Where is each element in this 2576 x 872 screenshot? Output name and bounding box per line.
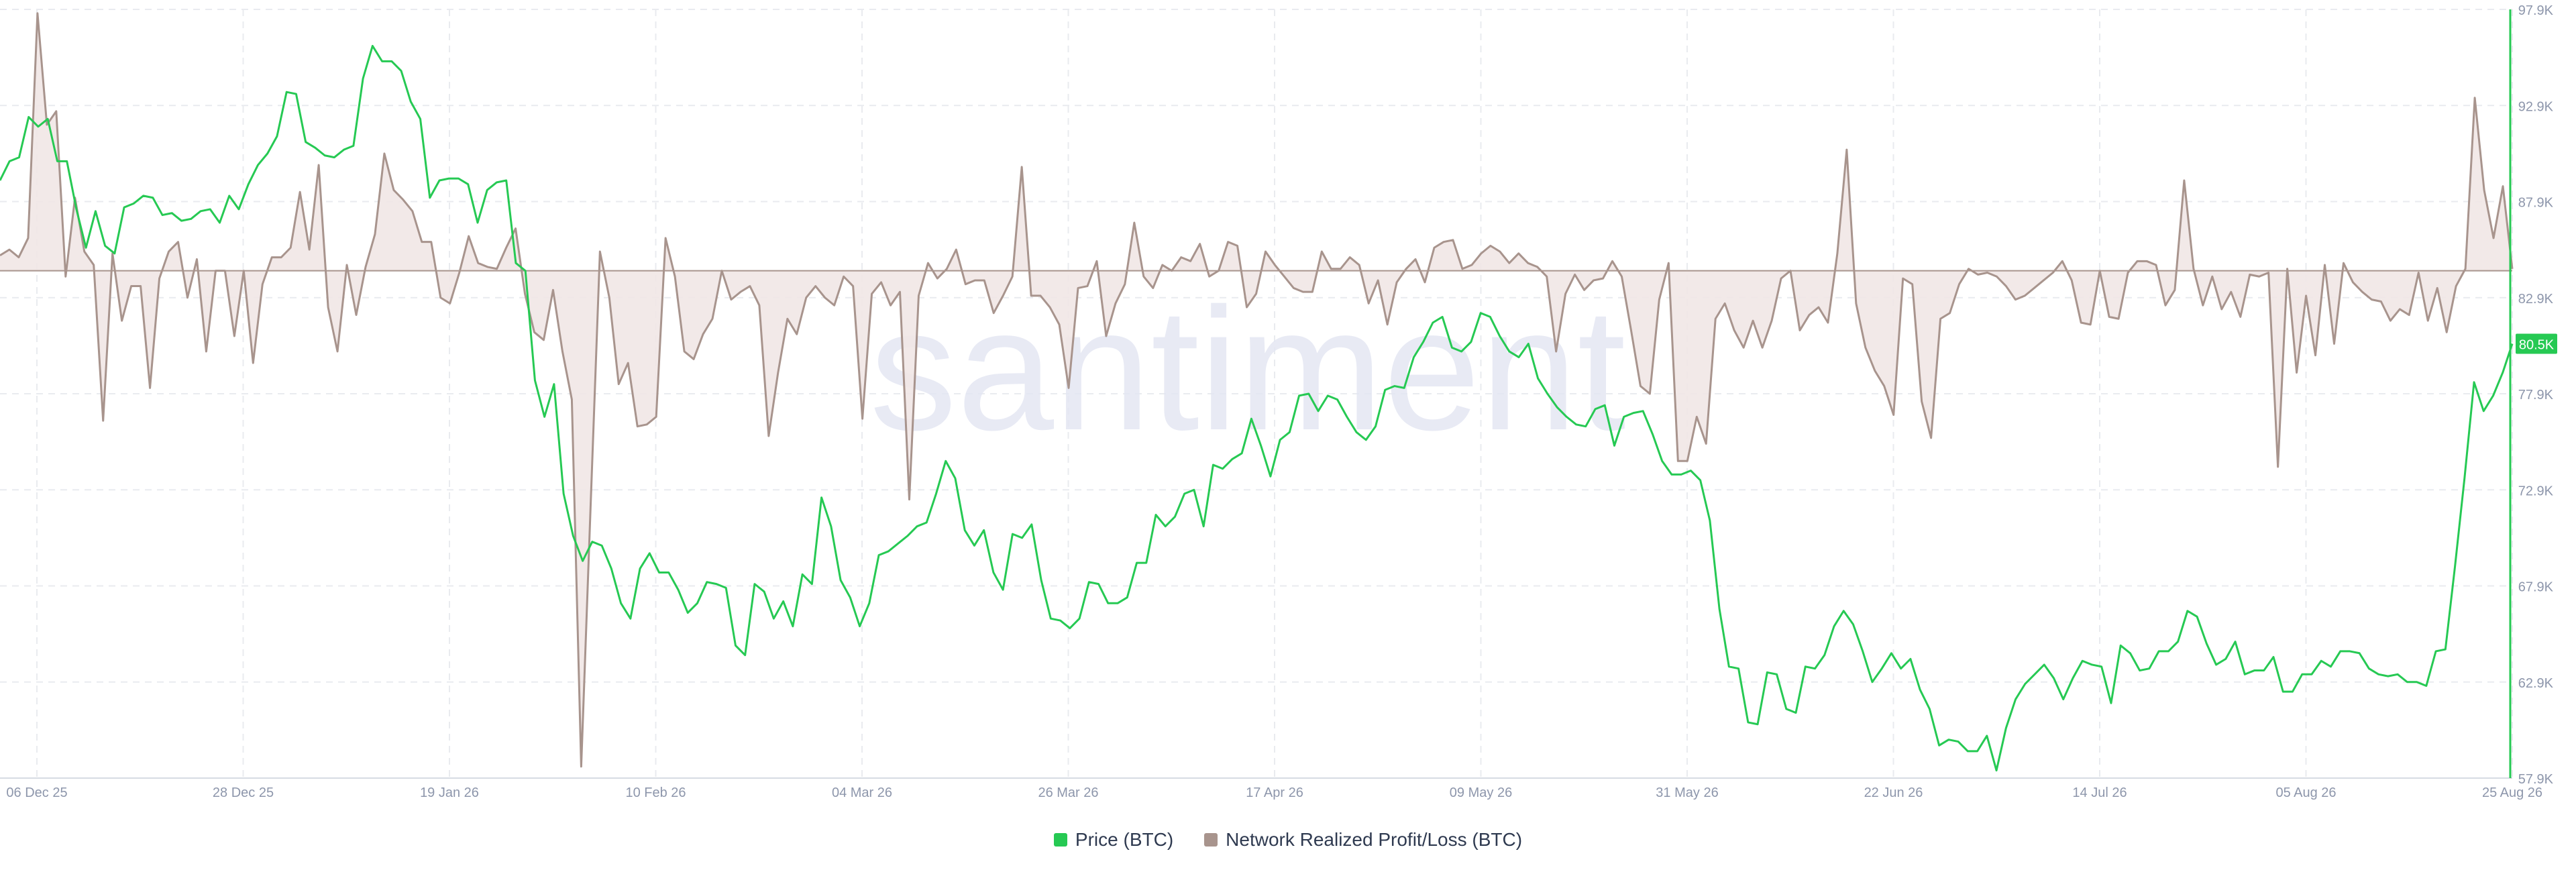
- y-tick-label: 82.9K: [2518, 292, 2554, 307]
- series-layer: [0, 12, 2514, 772]
- legend-item-price[interactable]: Price (BTC): [1053, 829, 1174, 851]
- legend-label-profit-loss: Network Realized Profit/Loss (BTC): [1226, 829, 1523, 850]
- y-tick-label: 77.9K: [2518, 388, 2554, 402]
- legend-label-price: Price (BTC): [1075, 829, 1174, 850]
- x-tick-label: 19 Jan 26: [420, 785, 479, 800]
- price-line[interactable]: [0, 44, 2514, 772]
- x-tick-label: 26 Mar 26: [1038, 785, 1098, 800]
- current-price-badge: [2516, 333, 2557, 354]
- x-tick-label: 31 May 26: [1656, 785, 1718, 800]
- legend-swatch-profit-loss: [1204, 833, 1218, 847]
- y-tick-label: 87.9K: [2518, 196, 2554, 211]
- x-tick-label: 09 May 26: [1450, 785, 1512, 800]
- y-tick-label: 72.9K: [2518, 484, 2554, 498]
- axes: 97.9K 92.9K 87.9K 82.9K 77.9K 72.9K 67.9K 62.9K…: [0, 3, 2557, 800]
- x-tick-label: 14 Jul 26: [2072, 785, 2127, 800]
- x-tick-label: 04 Mar 26: [832, 785, 892, 800]
- y-tick-label: 62.9K: [2518, 676, 2554, 691]
- profit-loss-line[interactable]: [0, 12, 2514, 768]
- y-tick-label: 57.9K: [2518, 772, 2554, 787]
- legend-item-profit-loss[interactable]: Network Realized Profit/Loss (BTC): [1204, 829, 1522, 851]
- y-tick-label: 67.9K: [2518, 580, 2554, 595]
- x-tick-label: 17 Apr 26: [1246, 785, 1303, 800]
- x-tick-label: 10 Feb 26: [625, 785, 686, 800]
- legend-swatch-price: [1053, 833, 1067, 847]
- x-tick-label: 05 Aug 26: [2275, 785, 2336, 800]
- current-price-label: 80.5K: [2519, 338, 2555, 353]
- x-tick-label: 25 Aug 26: [2482, 785, 2542, 800]
- legend: Price (BTC) Network Realized Profit/Loss…: [0, 826, 2576, 853]
- x-tick-label: 28 Dec 25: [213, 785, 274, 800]
- y-tick-label: 92.9K: [2518, 99, 2554, 114]
- x-tick-label: 06 Dec 25: [6, 785, 67, 800]
- y-tick-label: 97.9K: [2518, 3, 2554, 18]
- x-tick-label: 22 Jun 26: [1864, 785, 1923, 800]
